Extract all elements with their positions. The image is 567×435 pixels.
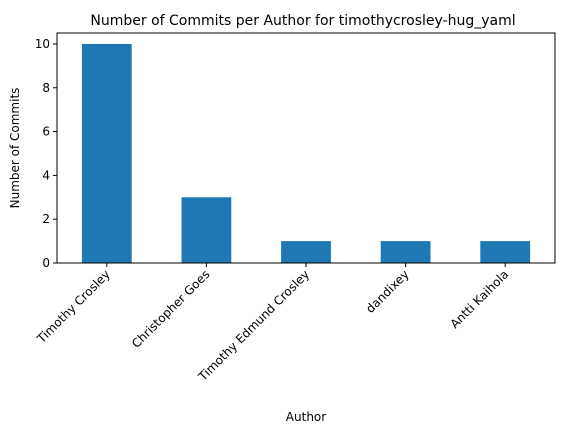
y-axis-label: Number of Commits [8,88,22,209]
y-tick-label-5: 10 [35,37,50,51]
bar-1 [181,197,232,263]
y-axis: 0 2 4 6 8 10 [35,37,57,270]
x-tick-label-1: Christopher Goes [129,267,213,351]
x-axis-label: Author [286,410,326,424]
y-tick-label-2: 4 [42,168,50,182]
y-tick-label-0: 0 [42,256,50,270]
bar-0 [81,43,132,264]
x-tick-label-2: Timothy Edmund Crosley [195,267,312,384]
y-tick-label-4: 8 [42,81,50,95]
x-tick-label-4: Antti Kaihola [447,267,511,331]
bar-4 [480,241,531,263]
y-tick-label-1: 2 [42,212,50,226]
bar-3 [380,241,431,263]
x-tick-label-0: Timothy Crosley [34,267,113,346]
bars-group [81,43,531,264]
y-tick-label-3: 6 [42,125,50,139]
plot-frame [56,32,556,264]
chart-title: Number of Commits per Author for timothy… [90,13,515,29]
bar-2 [281,241,331,263]
x-tick-label-3: dandixey [363,267,412,316]
